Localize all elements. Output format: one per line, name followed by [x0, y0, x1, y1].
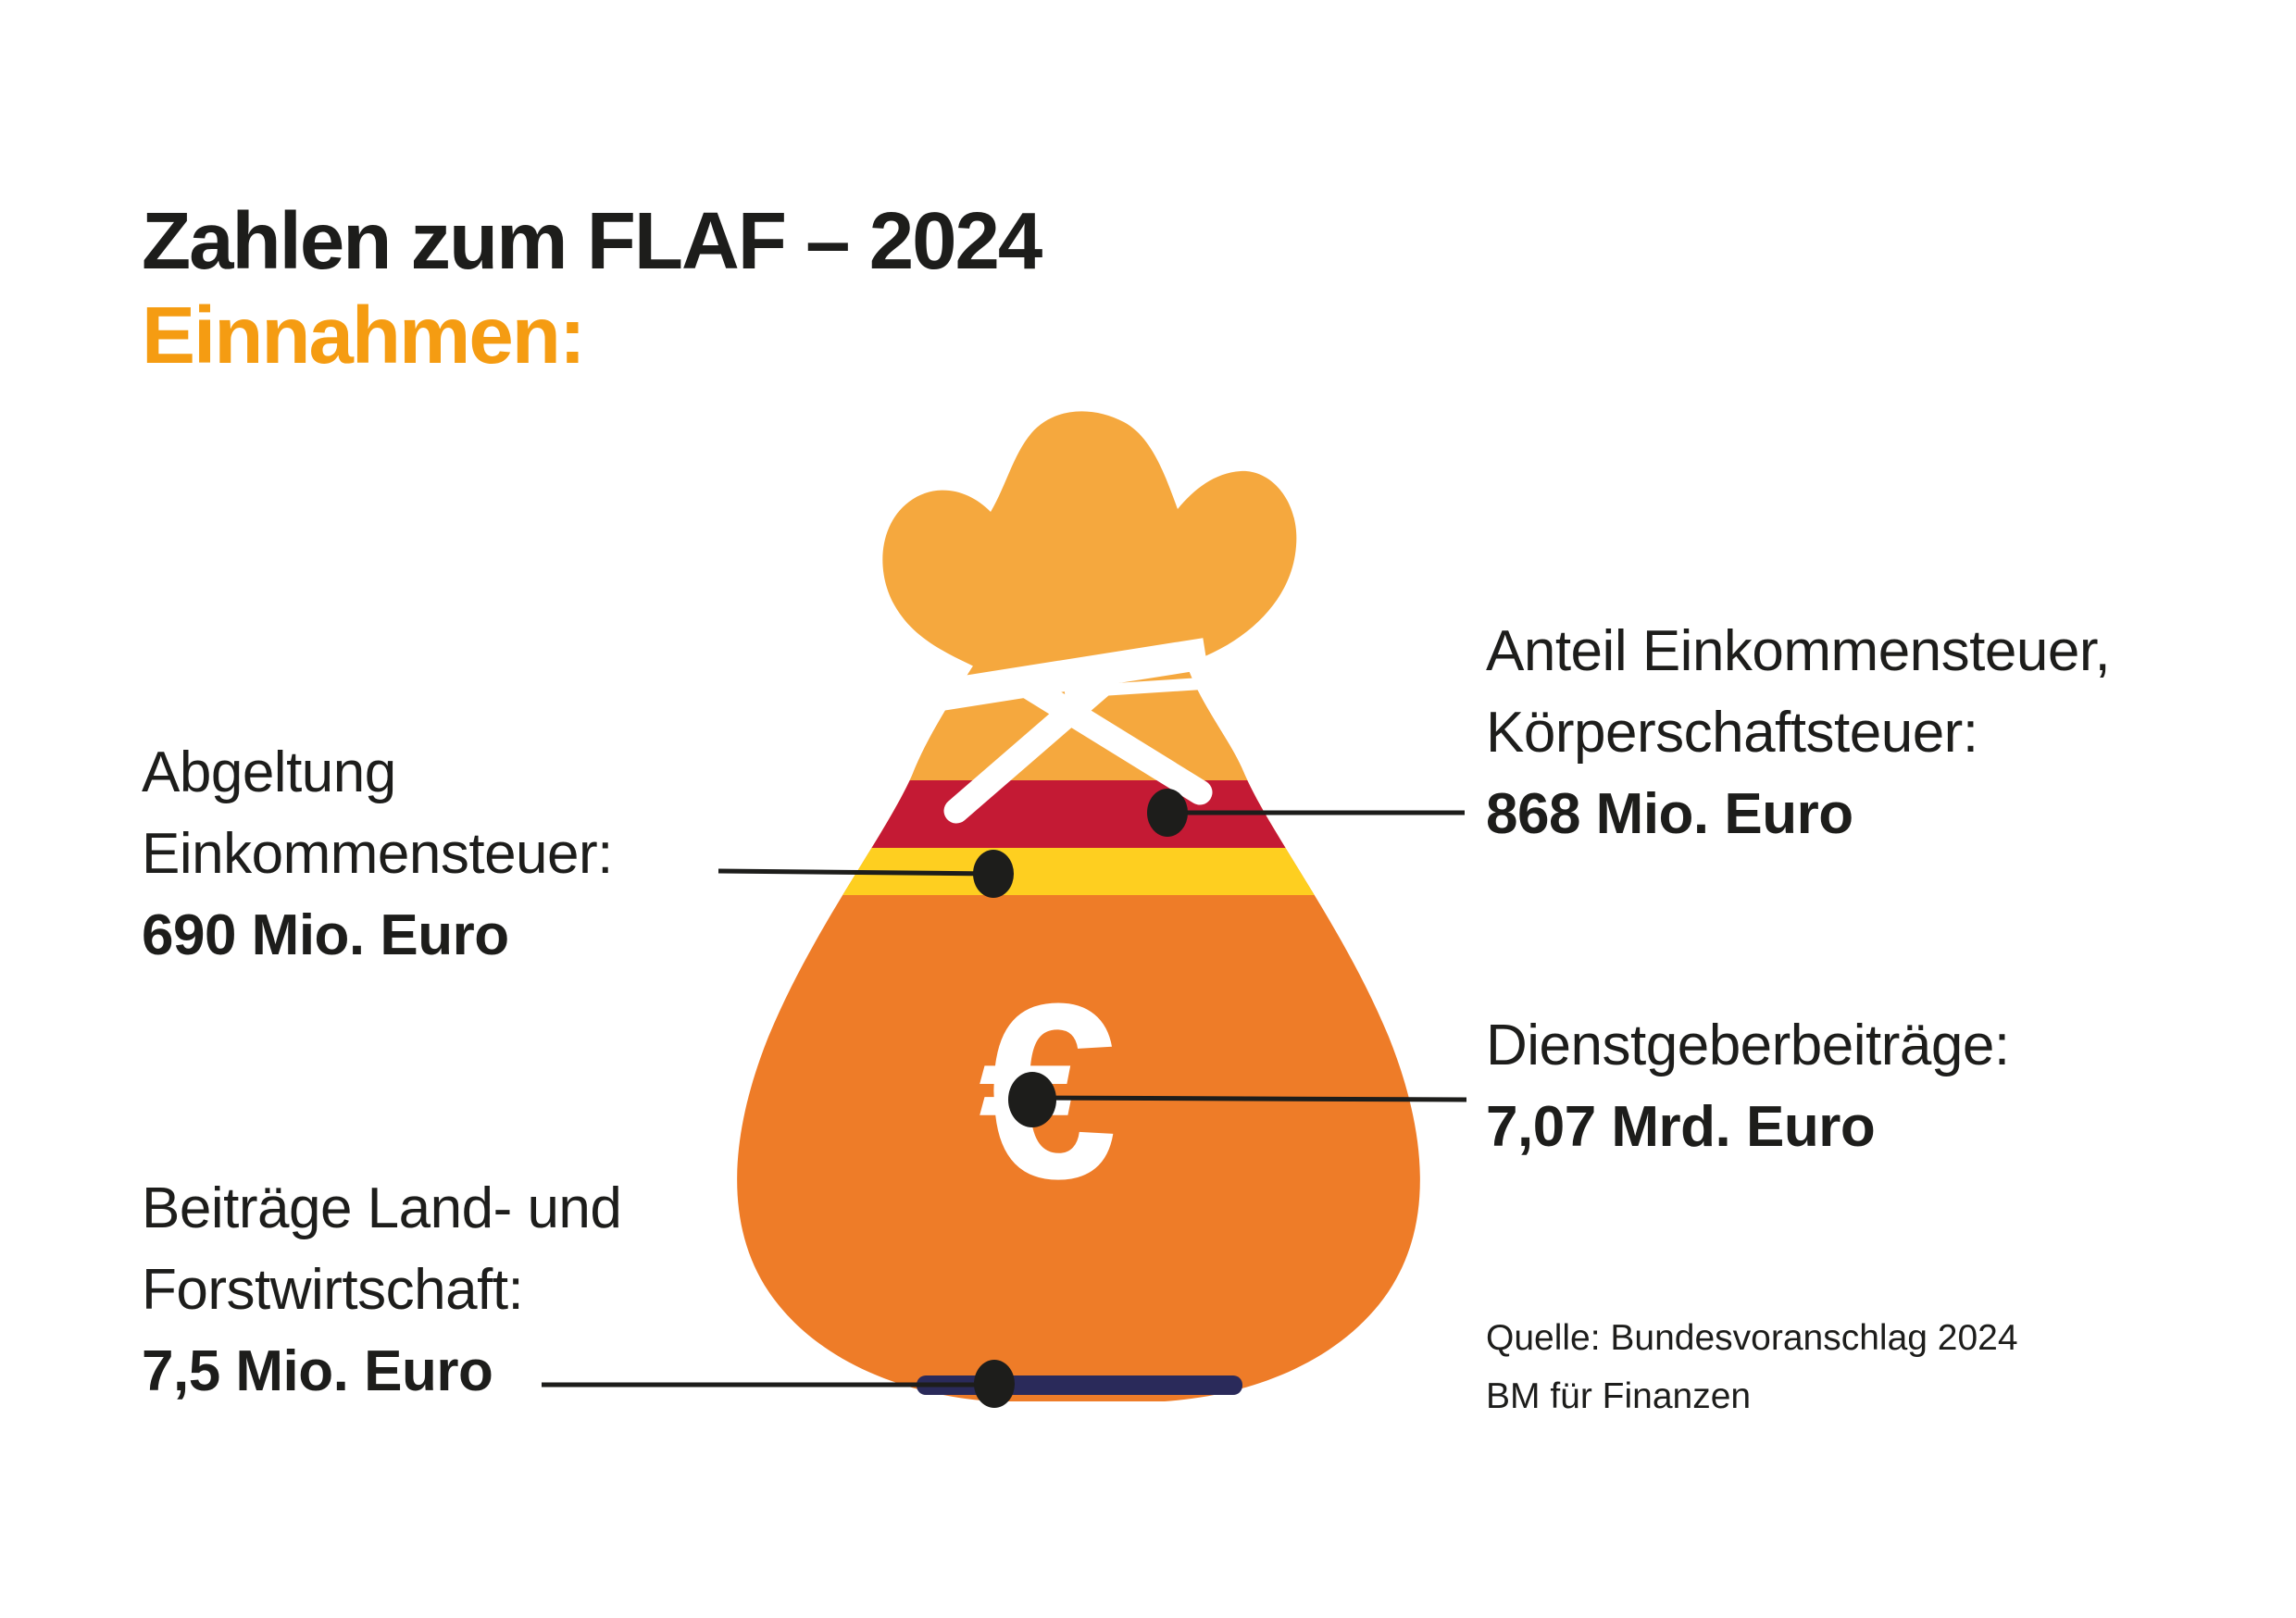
callout-value: 7,5 Mio. Euro: [142, 1339, 493, 1403]
bag-knot: [882, 411, 1297, 689]
callout-abgeltung-einkommensteuer: Abgeltung Einkommensteuer: 690 Mio. Euro: [142, 732, 613, 977]
callout-beitraege-land-forstwirtschaft: Beiträge Land- und Forstwirtschaft: 7,5 …: [142, 1168, 622, 1413]
callout-dienstgeberbeitraege: Dienstgeberbeiträge: 7,07 Mrd. Euro: [1486, 1005, 2010, 1168]
page-title: Zahlen zum FLAF – 2024: [142, 196, 1042, 286]
callout-label-line: Einkommensteuer:: [142, 822, 613, 886]
callout-dot-anteil: [1147, 789, 1188, 837]
callout-label-line: Forstwirtschaft:: [142, 1258, 524, 1322]
callout-label-line: Beiträge Land- und: [142, 1176, 622, 1240]
callout-dot-dienstgeber: [1008, 1072, 1056, 1127]
callout-label-line: Abgeltung: [142, 741, 396, 804]
rope-tail-right: [1010, 670, 1213, 805]
callout-label-line: Körperschaftsteuer:: [1486, 701, 1978, 765]
callout-dot-beitraege: [974, 1360, 1015, 1408]
callout-value: 7,07 Mrd. Euro: [1486, 1095, 1876, 1159]
rope-band: [932, 638, 1208, 712]
callout-label-line: Dienstgeberbeiträge:: [1486, 1014, 2010, 1077]
page-subtitle: Einnahmen:: [142, 291, 586, 380]
rope-band-strand: [1064, 677, 1210, 699]
callout-anteil-einkommensteuer: Anteil Einkommensteuer, Körperschaftsteu…: [1486, 611, 2111, 855]
callout-line-dienstgeber: [1034, 1095, 1467, 1102]
callout-line-abgeltung: [718, 868, 994, 877]
callout-value: 690 Mio. Euro: [142, 903, 509, 967]
source-line: Quelle: Bundesvoranschlag 2024: [1486, 1318, 2018, 1358]
source-note: Quelle: Bundesvoranschlag 2024 BM für Fi…: [1486, 1309, 2018, 1425]
callout-dot-abgeltung: [973, 850, 1014, 898]
callout-value: 868 Mio. Euro: [1486, 782, 1853, 846]
callout-label-line: Anteil Einkommensteuer,: [1486, 619, 2111, 683]
source-line: BM für Finanzen: [1486, 1376, 1752, 1416]
